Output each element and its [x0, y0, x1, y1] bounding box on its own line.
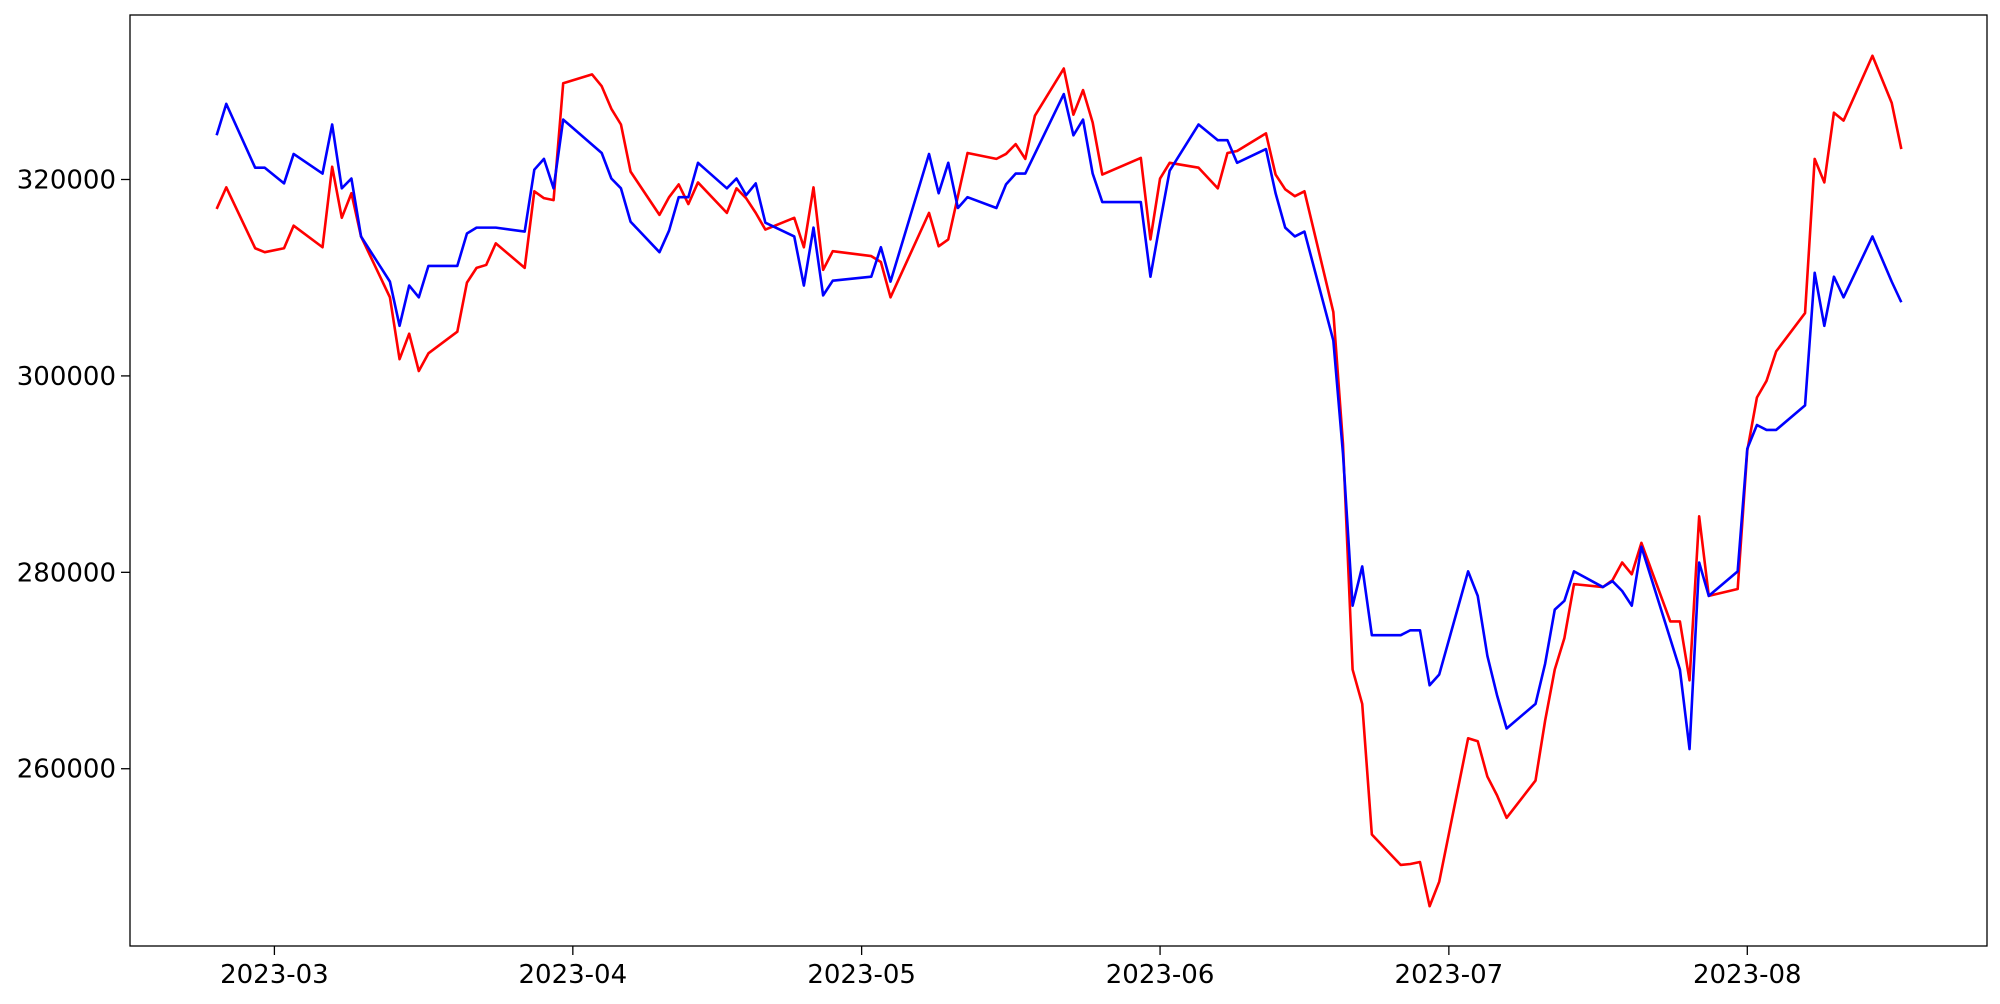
y-tick-label: 280000: [17, 558, 116, 588]
x-tick-label: 2023-05: [807, 960, 916, 990]
x-tick-label: 2023-04: [519, 960, 628, 990]
x-tick-label: 2023-08: [1693, 960, 1802, 990]
plot-frame: [129, 14, 1988, 947]
line-series: [215, 92, 1903, 751]
y-tick-label: 300000: [17, 362, 116, 392]
x-tick-label: 2023-06: [1106, 960, 1215, 990]
y-tick-label: 260000: [17, 755, 116, 785]
line-series: [215, 54, 1903, 908]
y-tick-label: 320000: [17, 165, 116, 195]
x-tick-label: 2023-07: [1395, 960, 1504, 990]
x-tick-label: 2023-03: [220, 960, 329, 990]
